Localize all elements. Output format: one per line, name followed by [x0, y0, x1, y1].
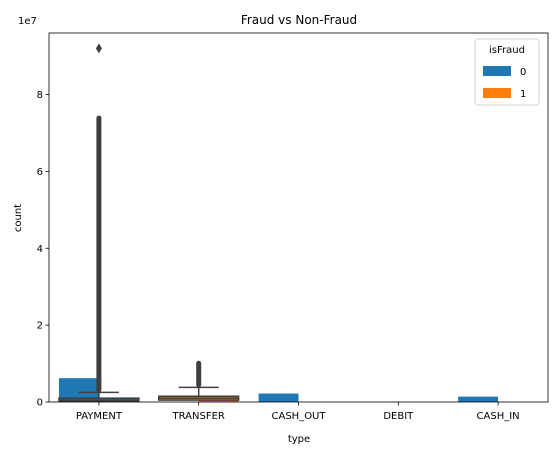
legend-label-0: 0	[520, 67, 526, 78]
legend: isFraud 0 1	[474, 38, 540, 106]
x-tick-label-payment: PAYMENT	[76, 411, 123, 422]
y-tick-label-6: 6	[37, 167, 43, 178]
x-tick-label-cash_in: CASH_IN	[477, 411, 520, 422]
y-axis: 0 2 4 6 8	[37, 90, 49, 409]
y-tick-label-0: 0	[37, 398, 43, 409]
legend-title: isFraud	[489, 45, 525, 56]
chart-title: Fraud vs Non-Fraud	[241, 13, 357, 27]
x-tick-label-cash_out: CASH_OUT	[272, 411, 327, 422]
bar-cash_in-series-0	[458, 396, 499, 402]
plot-frame	[48, 32, 549, 403]
x-tick-label-debit: DEBIT	[383, 411, 414, 422]
bar-cash_out-series-0	[258, 393, 299, 402]
boxplot-max-outlier-payment	[95, 43, 102, 54]
legend-label-1: 1	[520, 89, 526, 100]
plot-area	[48, 32, 549, 403]
boxplot-outliers-transfer	[196, 360, 202, 388]
legend-swatch-1	[483, 88, 511, 98]
boxplots-layer	[58, 43, 240, 402]
y-tick-label-2: 2	[37, 321, 43, 332]
y-offset-text: 1e7	[18, 16, 37, 27]
x-axis-label: type	[288, 434, 310, 445]
x-tick-label-transfer: TRANSFER	[172, 411, 225, 422]
y-tick-label-8: 8	[37, 90, 43, 101]
y-axis-label: count	[13, 204, 24, 232]
boxplot-outliers-payment	[96, 115, 102, 393]
legend-swatch-0	[483, 66, 511, 76]
bar-payment-series-0	[58, 378, 99, 402]
x-axis: PAYMENT TRANSFER CASH_OUT DEBIT CASH_IN	[76, 402, 520, 422]
y-tick-label-4: 4	[37, 244, 43, 255]
